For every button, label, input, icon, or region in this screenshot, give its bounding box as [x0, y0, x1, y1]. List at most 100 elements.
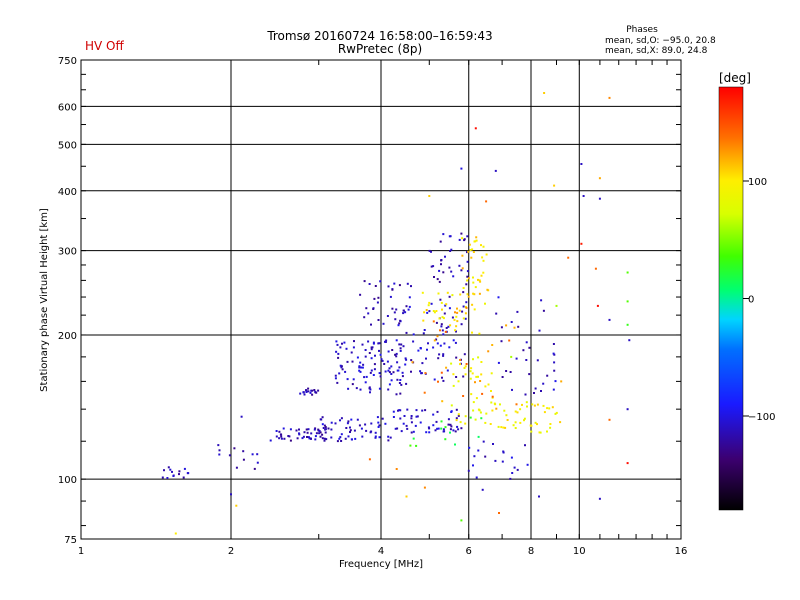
data-point — [423, 311, 426, 314]
data-point — [414, 424, 417, 427]
data-point — [447, 418, 450, 421]
data-point — [334, 422, 337, 425]
data-point — [523, 419, 525, 422]
data-point — [423, 486, 426, 489]
data-point — [395, 468, 398, 470]
y-tick-label: 600 — [58, 102, 77, 113]
data-point — [432, 310, 435, 312]
data-point — [428, 310, 431, 313]
data-point — [452, 339, 455, 342]
data-point — [463, 353, 466, 356]
data-point — [391, 288, 394, 291]
data-point — [608, 318, 611, 321]
data-point — [399, 349, 402, 352]
data-point — [441, 308, 443, 311]
data-point — [479, 280, 482, 283]
data-point — [454, 311, 456, 314]
data-point — [526, 405, 528, 408]
data-point — [392, 416, 395, 418]
data-point — [378, 387, 381, 390]
data-point — [218, 453, 221, 456]
data-point — [474, 381, 476, 384]
data-point — [501, 376, 504, 378]
data-point — [440, 427, 443, 430]
data-point — [538, 329, 541, 332]
data-point — [461, 254, 464, 257]
data-point — [502, 426, 505, 429]
data-point — [374, 354, 376, 357]
data-point — [536, 359, 539, 362]
data-point — [397, 369, 400, 372]
data-point — [339, 346, 342, 349]
data-point — [373, 368, 376, 371]
data-point — [444, 304, 447, 307]
data-point — [438, 280, 441, 283]
data-point — [359, 388, 362, 391]
data-point — [626, 323, 629, 326]
data-point — [598, 197, 601, 200]
data-point — [454, 443, 456, 446]
data-point — [462, 375, 465, 378]
data-point — [370, 348, 373, 351]
data-point — [344, 437, 347, 440]
data-point — [183, 467, 186, 470]
data-point — [278, 437, 281, 440]
data-point — [346, 360, 349, 363]
data-point — [445, 303, 448, 306]
data-point — [487, 383, 490, 386]
data-point — [432, 320, 435, 323]
data-point — [456, 425, 459, 428]
data-point — [448, 266, 451, 269]
data-point — [322, 427, 325, 429]
data-point — [398, 284, 401, 287]
data-point — [275, 435, 278, 438]
data-point — [404, 363, 407, 366]
data-point — [376, 301, 379, 304]
data-point — [235, 504, 238, 507]
data-point — [582, 195, 585, 197]
data-point — [368, 352, 371, 354]
data-point — [369, 388, 372, 391]
data-point — [397, 324, 400, 327]
data-point — [315, 432, 318, 435]
x-tick-label: 10 — [573, 546, 586, 557]
data-point — [447, 325, 450, 328]
data-point — [477, 408, 480, 411]
data-point — [608, 96, 611, 99]
chart-subtitle: RwPretec (8p) — [338, 42, 422, 56]
data-point — [433, 276, 435, 278]
data-point — [419, 347, 422, 350]
data-point — [460, 167, 463, 170]
data-point — [475, 239, 478, 242]
data-point — [492, 443, 494, 445]
data-point — [514, 410, 517, 413]
data-point — [356, 418, 359, 421]
data-point — [467, 277, 470, 280]
data-point — [559, 421, 562, 424]
data-point — [442, 271, 445, 274]
data-point — [421, 291, 424, 294]
data-point — [395, 339, 398, 342]
data-point — [450, 362, 453, 365]
data-point — [317, 428, 320, 431]
colorbar-tick-label: 100 — [748, 177, 767, 188]
data-point — [399, 347, 402, 350]
data-point — [450, 404, 453, 407]
data-point — [443, 342, 446, 345]
data-point — [440, 371, 443, 374]
data-point — [447, 423, 450, 426]
data-point — [351, 438, 353, 441]
data-point — [399, 392, 402, 395]
data-point — [405, 358, 408, 361]
data-point — [435, 338, 438, 341]
data-point — [514, 427, 517, 429]
data-point — [440, 301, 443, 304]
data-point — [406, 282, 409, 285]
data-point — [471, 331, 473, 334]
data-point — [368, 387, 371, 390]
data-point — [314, 438, 317, 441]
data-point — [432, 424, 435, 427]
data-point — [378, 436, 381, 439]
data-point — [167, 466, 170, 469]
data-point — [498, 512, 500, 514]
